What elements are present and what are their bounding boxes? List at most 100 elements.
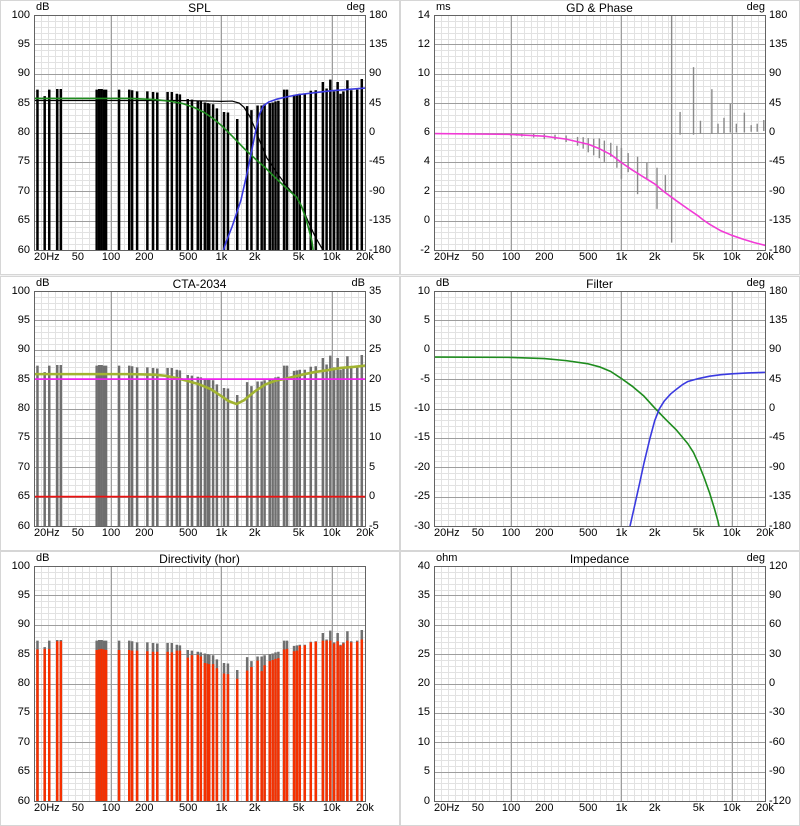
frequency-tick-label: 10k — [322, 527, 341, 539]
frequency-tick-label: 1k — [615, 527, 628, 539]
frequency-tick-label: 5k — [292, 527, 305, 539]
right-axis-tick-label: 90 — [769, 67, 782, 80]
right-axis-tick-label: -135 — [369, 214, 392, 227]
frequency-tick-label: 50 — [471, 527, 485, 539]
left-axis-tick-label: 70 — [17, 184, 30, 197]
right-axis-tick-label: -45 — [769, 155, 785, 168]
left-axis-tick-label: 8 — [423, 96, 430, 109]
left-axis-unit: dB — [36, 277, 50, 289]
left-axis-tick-label: -2 — [420, 243, 430, 256]
frequency-tick-label: 10k — [322, 802, 341, 814]
left-axis-tick-label: -25 — [414, 490, 430, 503]
left-axis-tick-label: 65 — [17, 765, 30, 778]
left-axis-tick-label: 0 — [423, 214, 430, 227]
chart-panel-spl: dB SPL deg 100 95 90 85 80 75 70 65 60 180 135 90 45… — [0, 0, 400, 275]
right-axis-tick-label: -120 — [769, 794, 792, 807]
right-axis-tick-label: 135 — [769, 37, 788, 50]
right-axis-tick-label: 35 — [369, 284, 382, 297]
left-axis-tick-label: -15 — [414, 431, 430, 444]
left-axis-unit: dB — [436, 277, 450, 289]
left-axis-tick-label: 60 — [17, 794, 30, 807]
frequency-tick-label: 20k — [356, 251, 374, 263]
frequency-tick-label: 100 — [501, 251, 521, 263]
right-axis-tick-label: 90 — [769, 588, 782, 601]
frequency-tick-label: 50 — [71, 802, 85, 814]
cta-2034-plot-area[interactable] — [34, 291, 366, 527]
right-axis-tick-label: 30 — [369, 313, 382, 326]
left-axis-tick-label: -30 — [414, 519, 430, 532]
left-axis-tick-label: -20 — [414, 460, 430, 473]
chart-title: CTA-2034 — [172, 277, 227, 291]
frequency-tick-label: 20Hz — [434, 527, 460, 539]
left-axis-tick-label: 90 — [17, 618, 30, 631]
frequency-tick-label: 50 — [71, 251, 85, 263]
frequency-tick-label: 1k — [615, 251, 628, 263]
left-axis-tick-label: 4 — [423, 155, 430, 168]
chart-title: GD & Phase — [566, 1, 633, 15]
frequency-tick-label: 200 — [535, 527, 554, 539]
left-axis-tick-label: 80 — [17, 402, 30, 414]
frequency-tick-label: 500 — [179, 251, 198, 263]
directivity-plot-area[interactable] — [34, 566, 366, 802]
left-axis-tick-label: 100 — [11, 284, 30, 297]
frequency-tick-label: 5k — [692, 251, 705, 263]
left-axis-tick-label: 20 — [417, 677, 430, 689]
frequency-tick-label: 20Hz — [434, 251, 460, 263]
left-axis-tick-label: 85 — [17, 647, 30, 660]
right-axis-tick-label: 180 — [369, 8, 388, 21]
right-axis-tick-label: 90 — [769, 343, 782, 356]
frequency-tick-label: 2k — [248, 251, 261, 263]
frequency-tick-label: 20k — [356, 802, 374, 814]
right-axis-tick-label: 60 — [769, 618, 782, 631]
frequency-tick-label: 200 — [135, 527, 154, 539]
left-axis-tick-label: 95 — [17, 588, 30, 601]
frequency-tick-label: 200 — [535, 251, 554, 263]
spl-plot-area[interactable] — [34, 15, 366, 251]
right-axis-tick-label: -45 — [769, 431, 785, 444]
left-axis-tick-label: 75 — [17, 431, 30, 444]
chart-panel-directivity-hor: dB Directivity (hor) 100 95 90 85 80 75 70 65 60… — [0, 551, 400, 826]
left-axis-unit: dB — [36, 1, 50, 13]
impedance-plot-area[interactable] — [434, 566, 766, 802]
left-axis-tick-label: 75 — [17, 155, 30, 168]
chart-title: Filter — [586, 277, 613, 291]
left-axis-tick-label: 5 — [423, 765, 430, 778]
gd-phase-plot-area[interactable] — [434, 15, 766, 251]
frequency-tick-label: 500 — [579, 802, 598, 814]
frequency-tick-label: 10k — [322, 251, 341, 263]
left-axis-tick-label: 75 — [17, 706, 30, 719]
frequency-tick-label: 2k — [248, 802, 261, 814]
right-axis-tick-label: 0 — [369, 126, 376, 138]
right-axis-tick-label: 180 — [769, 8, 788, 21]
left-axis-tick-label: 12 — [417, 37, 430, 50]
frequency-tick-label: 100 — [101, 527, 121, 539]
left-axis-tick-label: 65 — [17, 214, 30, 227]
right-axis-tick-label: -135 — [769, 490, 792, 503]
right-axis-tick-label: -90 — [769, 765, 785, 778]
left-axis-tick-label: 100 — [11, 559, 30, 572]
left-axis-tick-label: -10 — [414, 402, 430, 414]
right-axis-tick-label: 45 — [769, 96, 782, 109]
left-axis-tick-label: 14 — [417, 8, 430, 21]
frequency-tick-label: 5k — [692, 802, 705, 814]
right-axis-tick-label: -90 — [369, 184, 385, 197]
frequency-tick-label: 100 — [501, 527, 521, 539]
right-axis-unit — [295, 552, 365, 566]
left-axis-tick-label: 65 — [17, 490, 30, 503]
left-axis-unit: ms — [436, 1, 451, 13]
right-axis-tick-label: -5 — [369, 519, 379, 532]
left-axis-tick-label: 10 — [417, 284, 430, 297]
right-axis-tick-label: -30 — [769, 706, 785, 719]
left-axis-tick-label: 0 — [423, 343, 430, 356]
left-axis-unit: ohm — [436, 552, 458, 564]
right-axis-tick-label: -60 — [769, 735, 785, 748]
left-axis-tick-label: 70 — [17, 460, 30, 473]
chart-title: Impedance — [569, 552, 630, 566]
frequency-tick-label: 50 — [71, 527, 85, 539]
right-axis-tick-label: -90 — [769, 184, 785, 197]
left-axis-tick-label: 95 — [17, 313, 30, 326]
filter-plot-area[interactable] — [434, 291, 766, 527]
frequency-tick-label: 10k — [722, 802, 741, 814]
frequency-tick-label: 5k — [292, 251, 305, 263]
